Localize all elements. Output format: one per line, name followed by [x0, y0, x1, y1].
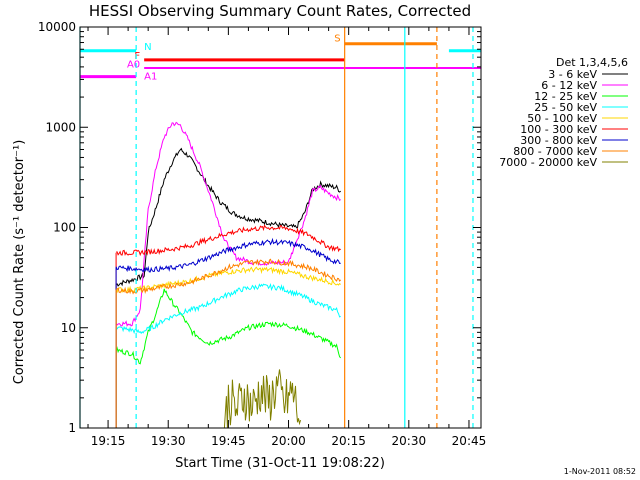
legend-label-4: 50 - 100 keV	[527, 112, 597, 125]
legend-header: Det 1,3,4,5,6	[556, 56, 628, 69]
y-tick-label-0: 1	[68, 421, 76, 435]
series-line-2	[115, 288, 342, 365]
chart-title: HESSI Observing Summary Count Rates, Cor…	[89, 2, 471, 20]
y-axis-label: Corrected Count Rate (s⁻¹ detector⁻¹)	[12, 140, 27, 385]
series-line-4	[115, 266, 342, 294]
timestamp: 1-Nov-2011 08:52	[564, 467, 636, 476]
x-tick-label-3: 20:00	[271, 434, 306, 448]
legend-label-6: 300 - 800 keV	[520, 134, 597, 147]
attenuator-label-2: F	[134, 51, 140, 62]
legend-label-3: 25 - 50 keV	[534, 101, 597, 114]
x-tick-label-6: 20:45	[452, 434, 487, 448]
legend-label-1: 6 - 12 keV	[541, 79, 597, 92]
y-tick-label-3: 1000	[45, 120, 76, 134]
y-tick-label-2: 100	[53, 221, 76, 235]
legend-label-2: 12 - 25 keV	[534, 90, 597, 103]
attenuator-label-5: S	[334, 33, 340, 44]
y-tick-label-1: 10	[61, 321, 76, 335]
legend-label-5: 100 - 300 keV	[520, 123, 597, 136]
series-line-0	[115, 147, 341, 287]
legend-label-0: 3 - 6 keV	[548, 68, 597, 81]
x-axis-label: Start Time (31-Oct-11 19:08:22)	[175, 456, 385, 471]
plot-frame	[79, 26, 482, 429]
x-tick-label-1: 19:30	[151, 434, 186, 448]
series-line-7	[116, 258, 342, 295]
x-tick-label-4: 20:15	[331, 434, 366, 448]
legend-label-7: 800 - 7000 keV	[513, 145, 597, 158]
series-line-1	[115, 121, 341, 327]
x-tick-label-5: 20:30	[392, 434, 427, 448]
attenuator-label-0: N	[144, 42, 151, 53]
series-line-3	[115, 282, 341, 335]
y-tick-label-4: 10000	[38, 20, 76, 34]
series-line-5	[115, 224, 341, 257]
series-line-6	[115, 237, 341, 273]
legend-label-8: 7000 - 20000 keV	[499, 156, 597, 169]
attenuator-label-4: A1	[144, 71, 157, 82]
series-line-8	[223, 369, 302, 429]
x-tick-label-0: 19:15	[91, 434, 126, 448]
attenuator-label-3: A0	[127, 59, 140, 70]
x-tick-label-2: 19:45	[211, 434, 246, 448]
